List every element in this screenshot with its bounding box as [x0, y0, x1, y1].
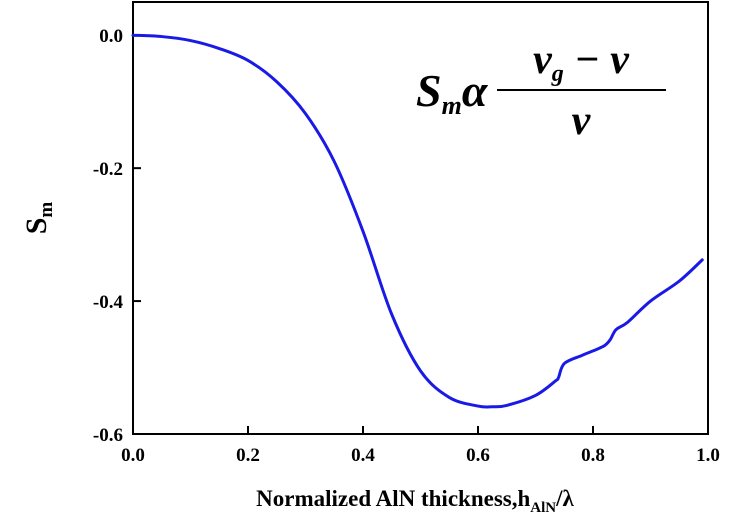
x-tick-label: 1.0 [696, 445, 720, 466]
x-tick-label: 0.2 [236, 445, 260, 466]
x-axis-title: Normalized AlN thickness,hAlN/λ [256, 486, 574, 516]
formula-lhs: Smα [416, 65, 489, 120]
y-tick-label: -0.6 [93, 425, 123, 446]
formula-lhs-main: S [416, 65, 442, 116]
y-tick-label: -0.2 [93, 159, 123, 180]
y-axis-title-sub: m [36, 202, 57, 218]
formula-numerator-sub: g [551, 61, 564, 87]
y-tick-label: -0.4 [93, 292, 124, 313]
formula-annotation: Smα vg − v v [416, 37, 666, 144]
x-axis-title-sub: AlN [530, 500, 556, 516]
series-line [131, 33, 704, 409]
formula-denominator: v [572, 98, 592, 144]
x-tick-label: 0.4 [351, 445, 375, 466]
x-axis-title-tail: /λ [555, 486, 574, 511]
y-axis-ticks: 0.0 -0.2 -0.4 -0.6 [93, 26, 141, 446]
y-tick-label: 0.0 [99, 26, 123, 47]
formula-numerator-main: v [533, 37, 553, 83]
x-axis-ticks: 0.0 0.2 0.4 0.6 0.8 1.0 [121, 426, 720, 466]
y-axis-title-main: S [20, 218, 53, 235]
x-tick-label: 0.0 [121, 445, 145, 466]
y-axis-title: Sm [20, 202, 57, 235]
formula-numerator: vg − v [533, 37, 630, 87]
plot-frame [132, 1, 709, 435]
formula-relation: α [462, 65, 489, 116]
formula-lhs-sub: m [442, 91, 462, 120]
formula-numerator-tail: − v [564, 37, 630, 83]
x-tick-label: 0.8 [581, 445, 605, 466]
x-axis-title-main: Normalized AlN thickness,h [256, 486, 530, 511]
x-tick-label: 0.6 [466, 445, 490, 466]
